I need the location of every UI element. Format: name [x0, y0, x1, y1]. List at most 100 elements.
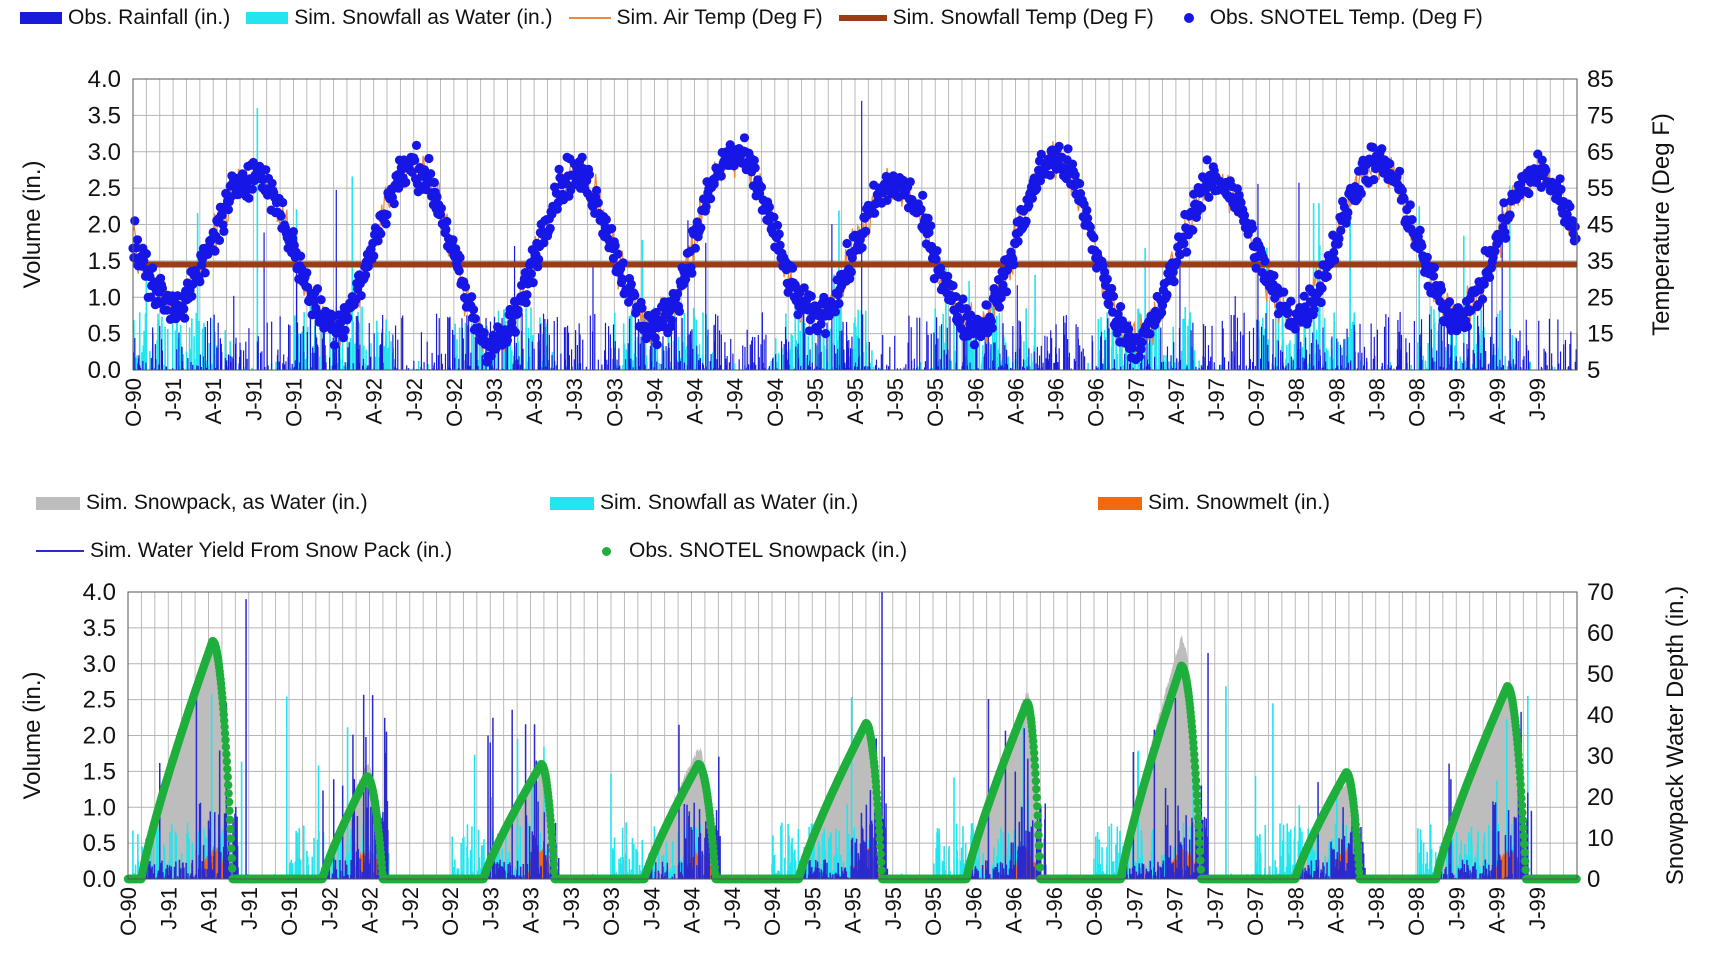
snotel-temp-point [180, 313, 190, 323]
snotel-temp-point [749, 155, 759, 165]
snotel-temp-point [1063, 144, 1073, 154]
y2-axis-title: Snowpack Water Depth (in.) [1662, 586, 1689, 885]
snotel-temp-point [842, 238, 852, 249]
snotel-temp-point [479, 328, 489, 338]
snotel-temp-point [969, 340, 980, 350]
line-swatch-icon [568, 17, 611, 19]
snotel-temp-point [426, 169, 436, 179]
snotel-temp-point [554, 164, 564, 174]
snotel-temp-point [1505, 210, 1515, 220]
snotel-temp-point [146, 292, 156, 302]
snotel-temp-point [340, 325, 350, 335]
snotel-temp-point [1541, 165, 1551, 175]
x-tick-label: A-93 [522, 378, 547, 424]
snotel-temp-point [460, 282, 471, 292]
snotel-temp-point [369, 251, 379, 261]
snotel-temp-point [1113, 309, 1123, 319]
snotel-temp-point [1571, 234, 1581, 244]
y2-tick-label: 65 [1587, 139, 1614, 166]
x-tick-label: O-98 [1405, 378, 1430, 427]
bar-swatch-icon [36, 496, 80, 510]
y-axis-title: Volume (in.) [19, 160, 46, 288]
snotel-temp-point [195, 277, 205, 287]
snotel-temp-point [861, 226, 871, 236]
snotel-temp-point [1112, 328, 1122, 338]
snotel-temp-point [244, 193, 254, 203]
snotel-temp-point [806, 291, 816, 301]
x-tick-label: J-92 [322, 378, 347, 421]
snotel-temp-point [1137, 337, 1147, 347]
snotel-temp-point [1247, 223, 1258, 233]
y-tick-label: 2.0 [88, 212, 121, 239]
snotel-temp-point [591, 185, 602, 196]
snotel-temp-point [1100, 267, 1110, 277]
snotel-temp-point [772, 220, 783, 230]
snotel-temp-point [448, 235, 458, 245]
snotel-temp-point [361, 270, 371, 280]
x-tick-label: J-93 [482, 378, 507, 421]
thick-line-swatch-icon [838, 15, 887, 21]
x-tick-label: O-95 [923, 378, 948, 427]
snotel-temp-point [545, 223, 555, 233]
x-tick-label: J-98 [1283, 887, 1308, 930]
snotel-temp-point [1334, 233, 1344, 244]
snotel-temp-point [943, 271, 953, 281]
snotel-temp-point [923, 213, 933, 223]
snotel-temp-point [774, 229, 784, 239]
y2-tick-label: 15 [1587, 321, 1614, 348]
x-tick-label: A-98 [1324, 887, 1349, 933]
snotel-temp-point [1116, 302, 1126, 312]
snotel-temp-point [1104, 300, 1114, 310]
y2-tick-label: 0 [1587, 866, 1600, 893]
legend-item-snotel-temp: Obs. SNOTEL Temp. (Deg F) [1170, 6, 1483, 30]
snotel-temp-point [1169, 277, 1179, 287]
snotel-temp-point [665, 322, 676, 332]
snotel-temp-point [1397, 185, 1407, 196]
snotel-temp-point [1429, 263, 1439, 273]
snotel-temp-point [1290, 324, 1300, 334]
snotel-temp-point [1269, 271, 1279, 281]
snotel-temp-point [1485, 272, 1495, 282]
snotel-temp-point [1477, 294, 1488, 304]
snotel-temp-point [1085, 222, 1095, 232]
bottom-legend-row-1: Sim. Snowpack, as Water (in.) Sim. Snowf… [36, 491, 1346, 515]
snotel-temp-point [1428, 271, 1439, 281]
x-tick-label: O-94 [763, 378, 788, 427]
snotel-temp-point [1182, 247, 1192, 257]
snotel-temp-point [1102, 274, 1112, 284]
x-tick-label: J-92 [317, 887, 342, 930]
snotel-temp-point [626, 279, 636, 289]
x-tick-label: A-99 [1485, 887, 1510, 933]
x-tick-label: J-99 [1444, 887, 1469, 930]
snotel-temp-point [1013, 236, 1023, 246]
snotel-temp-point [986, 316, 997, 326]
snotel-temp-point [1417, 241, 1427, 251]
x-tick-label: J-96 [961, 887, 986, 930]
snotel-temp-point [1054, 141, 1064, 151]
x-tick-label: J-97 [1203, 887, 1228, 930]
snotel-temp-point [1422, 252, 1432, 262]
y2-tick-label: 40 [1587, 702, 1614, 729]
snotel-temp-point [1343, 207, 1353, 218]
snotel-temp-point [799, 283, 809, 293]
x-tick-label: J-99 [1445, 378, 1470, 421]
snotel-temp-point [601, 214, 611, 225]
snotel-temp-point [1179, 238, 1189, 249]
snotel-temp-point [1027, 193, 1037, 203]
y2-axis-title: Temperature (Deg F) [1648, 113, 1675, 336]
x-tick-label: O-96 [1082, 887, 1107, 936]
x-tick-label: A-97 [1163, 887, 1188, 933]
snotel-temp-point [1385, 159, 1395, 169]
snotel-temp-point [788, 263, 798, 273]
snowpack-area [1120, 634, 1202, 880]
snotel-temp-point [956, 324, 966, 334]
line-swatch-icon [36, 550, 84, 552]
legend-label: Sim. Snowfall Temp (Deg F) [892, 6, 1154, 29]
snotel-temp-point [775, 240, 785, 250]
snotel-temp-point [1501, 233, 1511, 243]
x-tick-label: O-95 [921, 887, 946, 936]
snotel-temp-point [1036, 149, 1046, 159]
snotel-temp-point [1369, 175, 1379, 185]
bar-swatch-icon [246, 12, 289, 24]
snotel-temp-point [1479, 279, 1489, 289]
